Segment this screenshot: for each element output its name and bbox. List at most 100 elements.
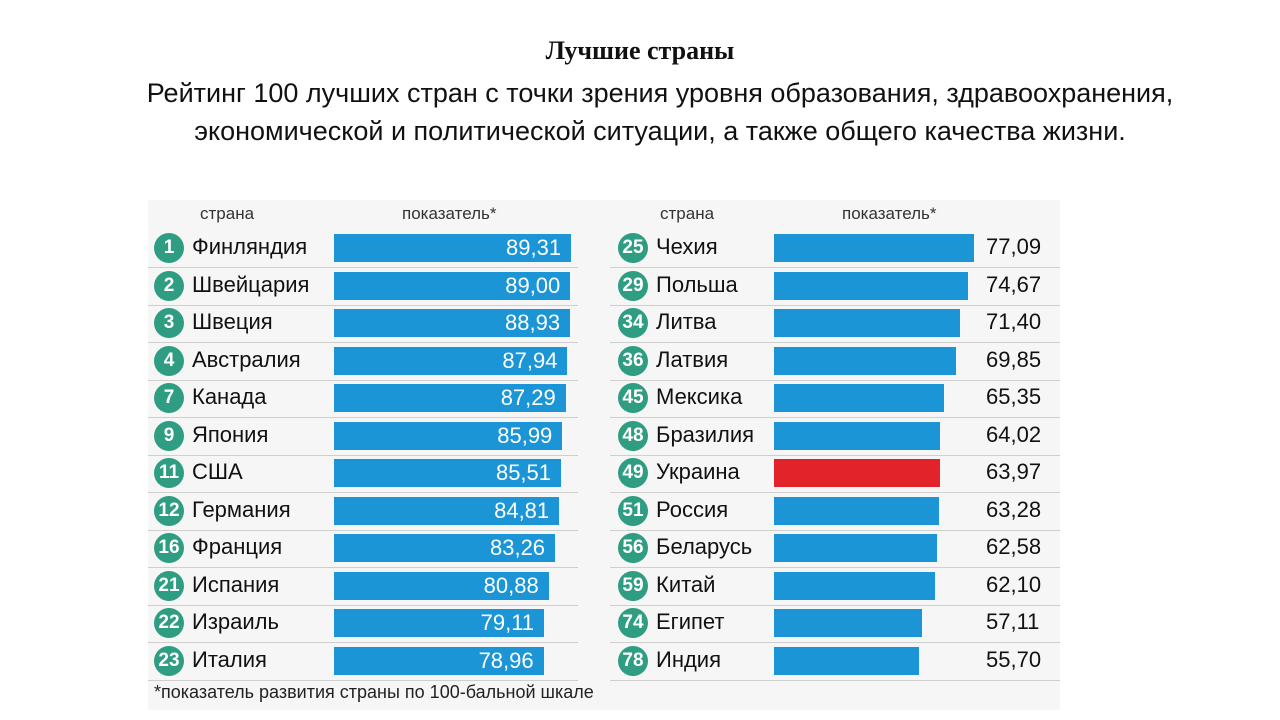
table-row: 49 Украина 63,97 [610,455,1060,493]
rank-badge: 49 [618,458,648,488]
table-row: 21 Испания 80,88 [148,568,578,606]
country-name: Бразилия [656,421,755,447]
country-name: Швеция [192,309,273,334]
data-bar [774,234,975,262]
data-bar: 80,88 [334,571,549,600]
page-subtitle: Рейтинг 100 лучших стран с точки зрения … [146,78,1174,146]
data-label: 84,81 [494,497,550,523]
table-row: 56 Беларусь 62,58 [610,530,1060,568]
rank-badge: 25 [618,233,648,263]
rank-badge: 9 [154,420,184,451]
data-bar: 89,00 [334,271,571,300]
data-bar [774,346,956,375]
country-name: Китай [656,571,716,597]
data-bar [774,271,969,300]
data-bar [774,421,941,450]
rank-badge: 7 [154,383,184,413]
table-row: 45 Мексика 65,35 [610,380,1060,418]
rank-badge: 34 [618,308,648,338]
data-label: 89,00 [505,272,561,298]
country-name: Франция [192,534,283,559]
data-bar [774,309,960,337]
data-bar: 87,94 [334,346,568,375]
table-row: 22 Израиль 79,11 [148,605,578,643]
data-bar: 85,51 [334,459,562,487]
data-label: 77,09 [986,234,1042,259]
rank-badge: 29 [618,270,648,301]
data-bar [774,534,937,562]
table-row: 7 Канада 87,29 [148,380,578,418]
table-row: 74 Египет 57,11 [610,605,1060,643]
country-name: Индия [656,646,722,672]
left-value-header: показатель* [402,204,497,223]
rank-badge: 1 [154,233,184,263]
table-row: 25 Чехия 77,09 [610,230,1060,268]
right-value-header: показатель* [842,204,937,223]
country-name: Латвия [656,346,729,372]
data-label: 65,35 [986,384,1042,409]
data-label: 71,40 [986,309,1042,334]
data-bar: 88,93 [334,309,571,337]
country-name: Польша [656,271,738,297]
country-name: Мексика [656,384,743,409]
table-row: 12 Германия 84,81 [148,493,578,531]
country-name: Египет [656,609,725,634]
rank-badge: 16 [154,533,184,563]
data-bar [774,496,939,525]
table-row: 36 Латвия 69,85 [610,343,1060,381]
country-name: Россия [656,496,729,522]
data-label: 63,97 [986,459,1042,484]
table-row: 34 Литва 71,40 [610,305,1060,343]
table-row: 9 Япония 85,99 [148,418,578,456]
table-row: 48 Бразилия 64,02 [610,418,1060,456]
data-bar [774,384,944,412]
data-label: 78,96 [478,647,534,673]
rank-badge: 36 [618,345,648,376]
rank-badge: 56 [618,533,648,563]
data-label: 74,67 [986,271,1042,297]
country-name: Швейцария [192,271,310,297]
footnote: *показатель развития страны по 100-бальн… [154,682,594,702]
data-label: 69,85 [986,346,1042,372]
data-label: 63,28 [986,496,1042,522]
rank-badge: 48 [618,420,648,451]
rank-badge: 2 [154,270,184,301]
country-name: Финляндия [192,234,308,259]
data-bar [774,571,936,600]
data-label: 80,88 [483,572,539,598]
rank-badge: 21 [154,570,184,601]
country-name: Япония [192,421,269,447]
rank-badge: 45 [618,383,648,413]
country-name: США [192,459,243,484]
country-name: Израиль [192,609,279,634]
table-row: 16 Франция 83,26 [148,530,578,568]
data-label: 85,99 [497,422,553,448]
data-label: 89,31 [506,235,562,260]
rank-badge: 11 [154,458,184,488]
country-name: Чехия [656,234,718,259]
right-country-header: страна [660,204,715,223]
table-row: 4 Австралия 87,94 [148,343,578,381]
data-label: 83,26 [489,535,546,560]
table-row: 78 Индия 55,70 [610,643,1060,681]
country-name: Австралия [192,346,301,372]
rank-badge: 22 [154,608,184,638]
ranking-infographic: страна показатель* страна показатель* *п… [148,200,1060,710]
table-row: 11 США 85,51 [148,455,578,493]
table-row: 23 Италия 78,96 [148,643,578,681]
data-bar [774,646,919,675]
data-label: 87,29 [500,385,556,410]
country-name: Беларусь [656,534,753,559]
table-row: 29 Польша 74,67 [610,268,1060,306]
page-title: Лучшие страны [545,36,735,65]
country-name: Канада [192,384,267,409]
rank-badge: 74 [618,608,648,638]
data-bar: 84,81 [334,496,560,525]
data-label: 55,70 [986,646,1042,672]
data-label: 62,10 [986,571,1042,597]
table-row: 2 Швейцария 89,00 [148,268,578,306]
table-row: 1 Финляндия 89,31 [148,230,578,268]
data-bar: 78,96 [334,646,544,675]
table-row: 59 Китай 62,10 [610,568,1060,606]
data-bar: 79,11 [334,609,545,637]
